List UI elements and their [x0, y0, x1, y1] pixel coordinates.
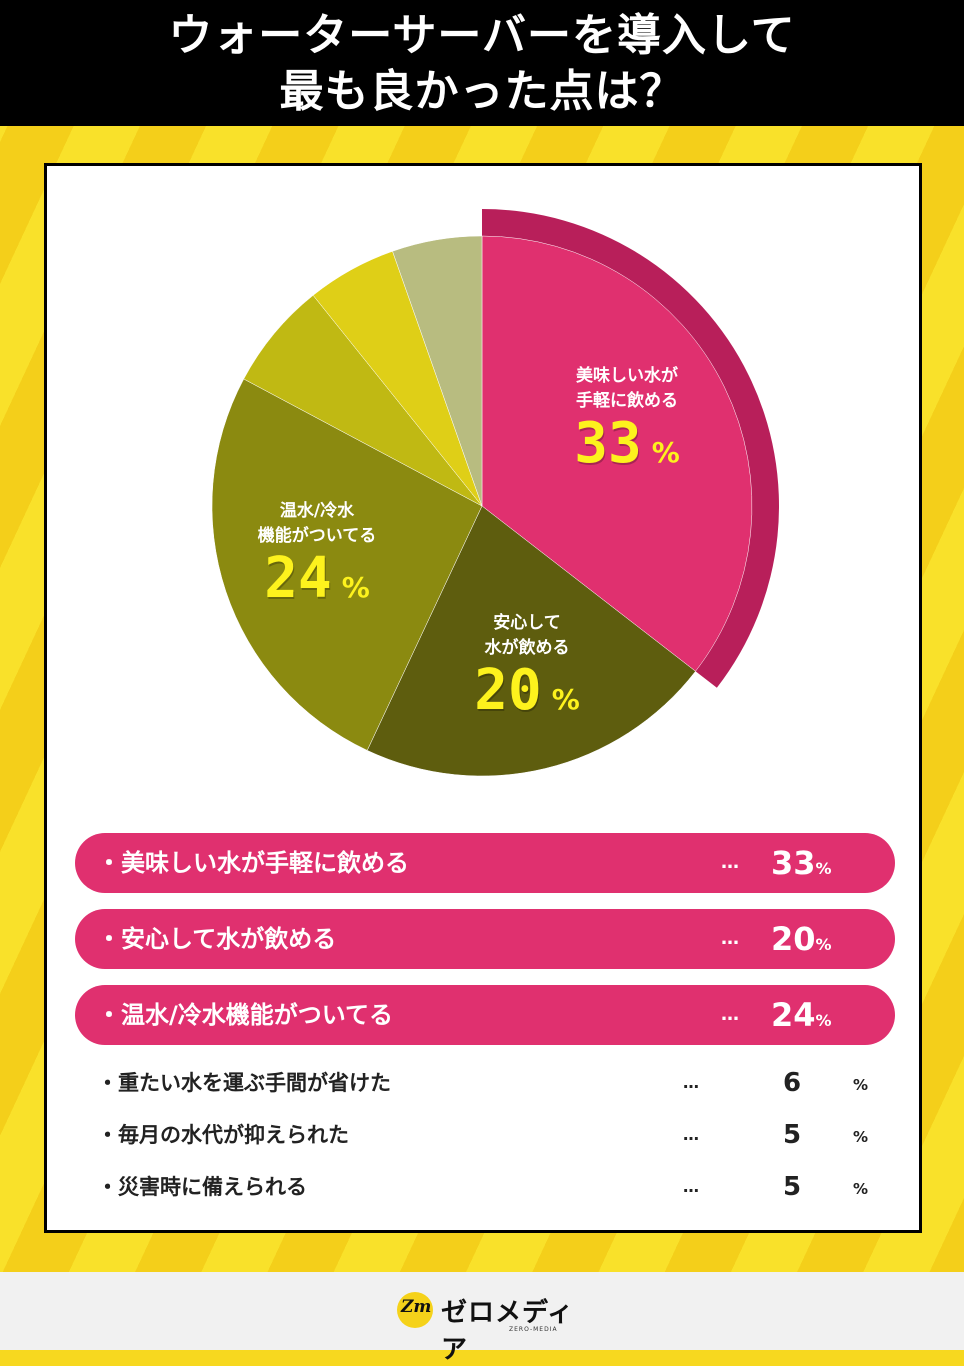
list-item-dots: …: [683, 1125, 699, 1144]
list-item-lower-cost: ・毎月の水代が抑えられた … 5 %: [97, 1115, 877, 1155]
list-item-pct: %: [853, 1128, 869, 1146]
list-item-dots: …: [721, 1004, 739, 1025]
callout-tasty-value: 33: [574, 411, 642, 476]
page-header: ウォーターサーバーを導入して 最も良かった点は？: [0, 0, 964, 126]
list-item-value: 24%: [771, 996, 832, 1034]
list-item-pct: %: [853, 1076, 869, 1094]
list-item-value: 5: [783, 1120, 802, 1150]
list-item-label: ・毎月の水代が抑えられた: [97, 1123, 349, 1147]
callout-hot-cold-line2: 機能がついてる: [257, 526, 377, 546]
list-item-label: ・温水/冷水機能がついてる: [97, 1001, 394, 1029]
list-item-label: ・美味しい水が手軽に飲める: [97, 849, 409, 877]
callout-tasty-line2: 手軽に飲める: [576, 391, 678, 411]
logo-mark-icon: Zm: [397, 1292, 433, 1328]
callout-tasty-line1: 美味しい水が: [576, 366, 678, 386]
callout-hot-cold: 温水/冷水 機能がついてる 24%: [217, 499, 417, 609]
callout-safe-water: 安心して 水が飲める 20%: [427, 611, 627, 721]
pie-chart: [211, 209, 779, 777]
list-item-tasty-water: ・美味しい水が手軽に飲める … 33%: [75, 833, 895, 893]
list-item-disaster-prep: ・災害時に備えられる … 5 %: [97, 1167, 877, 1207]
list-item-value: 5: [783, 1172, 802, 1202]
callout-tasty-water: 美味しい水が 手軽に飲める 33%: [527, 364, 727, 474]
callout-safe-value: 20: [474, 658, 542, 723]
list-item-no-carrying: ・重たい水を運ぶ手間が省けた … 6 %: [97, 1063, 877, 1103]
list-item-label: ・重たい水を運ぶ手間が省けた: [97, 1071, 391, 1095]
list-item-value: 33%: [771, 844, 832, 882]
callout-safe-line2: 水が飲める: [484, 638, 570, 658]
callout-hot-cold-value: 24: [264, 546, 332, 611]
header-line-2: 最も良かった点は？: [279, 66, 685, 117]
list-item-pct: %: [853, 1180, 869, 1198]
logo-subtitle: ZERO-MEDIA: [509, 1326, 558, 1333]
footer: [0, 1272, 964, 1350]
brand-logo: Zm ゼロメディア ZERO-MEDIA: [397, 1290, 577, 1365]
pie-slice-2: [211, 378, 483, 751]
list-item-dots: …: [721, 928, 739, 949]
chart-panel: 美味しい水が 手軽に飲める 33% 安心して 水が飲める 20% 温水/冷水 機…: [44, 163, 922, 1233]
list-item-label: ・災害時に備えられる: [97, 1175, 307, 1199]
list-item-dots: …: [683, 1073, 699, 1092]
header-line-1: ウォーターサーバーを導入して: [168, 10, 796, 61]
callout-tasty-pct: %: [651, 436, 680, 469]
pie-slice-1: [366, 505, 696, 777]
list-item-safe-water: ・安心して水が飲める … 20%: [75, 909, 895, 969]
list-item-value: 20%: [771, 920, 832, 958]
list-item-dots: …: [721, 852, 739, 873]
callout-hot-cold-pct: %: [341, 571, 370, 604]
callout-safe-line1: 安心して: [493, 613, 561, 633]
list-item-dots: …: [683, 1177, 699, 1196]
list-item-label: ・安心して水が飲める: [97, 925, 337, 953]
list-item-value: 6: [783, 1068, 802, 1098]
list-item-hot-cold: ・温水/冷水機能がついてる … 24%: [75, 985, 895, 1045]
pie-slice-0: [481, 235, 753, 672]
pie-slice-5: [392, 235, 483, 507]
callout-safe-pct: %: [551, 683, 580, 716]
callout-hot-cold-line1: 温水/冷水: [279, 501, 355, 521]
